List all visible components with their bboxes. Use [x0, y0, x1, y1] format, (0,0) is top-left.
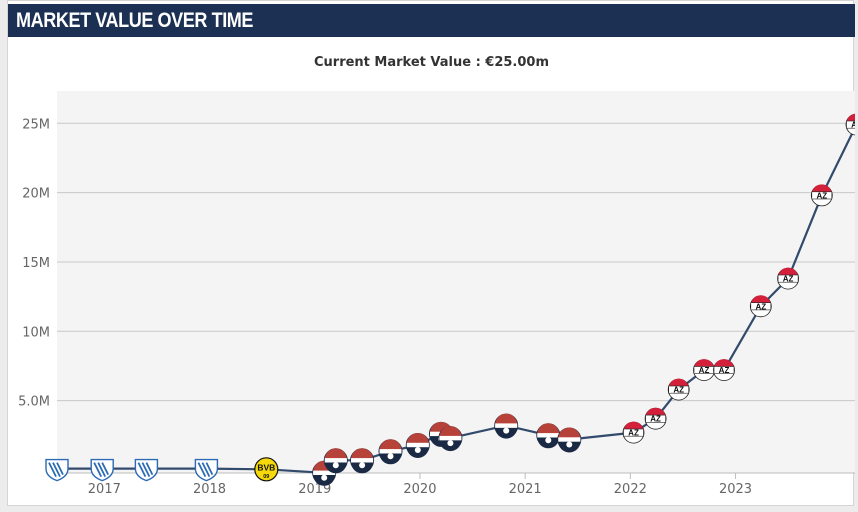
willem-crest-band-icon [558, 437, 581, 442]
az-crest-band-icon [623, 428, 644, 437]
az-crest-band-icon [777, 274, 799, 283]
willem-crest-center-icon [545, 437, 552, 444]
x-tick-label: 2017 [88, 482, 121, 497]
willem-crest-center-icon [414, 447, 421, 453]
data-point-bochum-crest[interactable] [45, 458, 69, 482]
az-crest-band-icon [668, 385, 690, 394]
willem-crest-center-icon [566, 441, 573, 448]
y-tick-label: 20M [22, 187, 50, 202]
az-crest-letters-icon: AZ [755, 302, 766, 311]
willem-crest-center-icon [359, 462, 366, 469]
az-crest-letters-icon: AZ [719, 366, 730, 375]
willem-crest-top-icon [439, 426, 462, 438]
az-crest-letters-icon: AZ [650, 415, 661, 424]
az-crest-band-icon [811, 191, 833, 200]
willem-crest-center-icon [387, 453, 394, 460]
market-value-panel: MARKET VALUE OVER TIME Current Market Va… [7, 0, 855, 506]
y-tick-label: 10M [22, 325, 50, 340]
az-crest-letters-icon: AZ [851, 121, 855, 130]
y-tick-label: 15M [22, 256, 50, 271]
bvb-crest-ring-icon [254, 457, 279, 482]
chart-title: Current Market Value : €25.00m [313, 55, 549, 70]
data-point-willem-crest[interactable] [378, 439, 403, 465]
willem-crest-center-icon [503, 427, 510, 434]
data-point-willem-crest[interactable] [323, 448, 348, 474]
data-point-bochum-crest[interactable] [194, 458, 219, 482]
data-point-willem-crest[interactable] [557, 427, 582, 453]
willem-crest-center-icon [321, 474, 328, 481]
data-point-willem-crest[interactable] [350, 448, 375, 474]
bochum-crest-stripes-icon [93, 462, 110, 478]
data-point-az-crest[interactable]: AZ [622, 421, 645, 444]
willem-crest-top-icon [406, 433, 429, 444]
az-crest-letters-icon: AZ [628, 429, 639, 438]
willem-crest-top-icon [537, 423, 560, 435]
data-point-az-crest[interactable]: AZ [713, 359, 735, 382]
data-point-az-crest[interactable]: AZ [667, 378, 690, 401]
bvb-crest-number-icon: 09 [263, 474, 269, 480]
data-point-willem-crest[interactable] [536, 423, 561, 449]
bochum-crest-stripes-icon [197, 462, 214, 478]
willem-crest-top-icon [495, 413, 518, 425]
willem-crest-top-icon [379, 439, 402, 451]
az-crest-letters-icon: AZ [783, 275, 794, 284]
x-tick-label: 2023 [719, 482, 752, 497]
data-point-bochum-crest[interactable] [90, 458, 114, 482]
x-tick-label: 2022 [614, 482, 647, 497]
data-point-az-crest[interactable]: AZ [749, 295, 772, 318]
az-crest-letters-icon: AZ [699, 366, 710, 375]
data-point-willem-crest[interactable] [405, 433, 430, 458]
bochum-crest-stripes-icon [48, 462, 64, 478]
data-point-az-crest[interactable]: AZ [810, 184, 833, 207]
az-crest-band-icon [645, 414, 666, 423]
data-point-bochum-crest[interactable] [134, 458, 159, 482]
willem-crest-center-icon [447, 440, 454, 447]
x-tick-label: 2021 [509, 482, 542, 497]
willem-crest-band-icon [351, 458, 374, 463]
panel-header: MARKET VALUE OVER TIME [8, 4, 855, 37]
az-crest-band-icon [750, 302, 772, 311]
willem-crest-top-icon [351, 448, 374, 460]
data-point-az-crest[interactable]: AZ [845, 113, 855, 136]
willem-crest-band-icon [537, 433, 560, 438]
data-point-willem-crest[interactable] [438, 426, 463, 452]
data-point-az-crest[interactable]: AZ [644, 407, 667, 430]
az-crest-band-icon [713, 366, 735, 375]
data-point-az-crest[interactable]: AZ [777, 267, 799, 290]
market-value-chart: 5.0M 10M 15M 20M 25M 2017 2018 2019 2020 2021 2022… [18, 91, 855, 497]
data-point-bvb-crest[interactable]: BVB 09 [254, 457, 279, 482]
az-crest-band-icon [846, 120, 855, 129]
willem-crest-band-icon [324, 458, 347, 463]
data-point-az-crest[interactable]: AZ [693, 359, 715, 382]
willem-crest-top-icon [324, 448, 347, 460]
willem-crest-band-icon [313, 470, 336, 475]
panel-title: MARKET VALUE OVER TIME [16, 9, 254, 32]
plot-area [57, 91, 855, 473]
bvb-crest-letters-icon: BVB [257, 462, 275, 472]
x-tick-label: 2020 [403, 482, 436, 497]
willem-crest-band-icon [439, 435, 462, 441]
bochum-crest-stripes-icon [137, 462, 154, 478]
willem-crest-center-icon [332, 462, 339, 469]
willem-crest-band-icon [379, 449, 402, 454]
x-tick-label: 2018 [193, 482, 226, 497]
x-tick-label: 2019 [298, 482, 331, 497]
y-tick-label: 25M [22, 117, 50, 132]
willem-crest-band-icon [406, 442, 429, 448]
data-point-willem-crest[interactable] [494, 413, 519, 439]
willem-crest-band-icon [495, 423, 518, 428]
y-tick-label: 5.0M [18, 395, 50, 410]
willem-crest-top-icon [558, 427, 581, 439]
az-crest-letters-icon: AZ [816, 191, 827, 200]
az-crest-letters-icon: AZ [673, 386, 684, 395]
